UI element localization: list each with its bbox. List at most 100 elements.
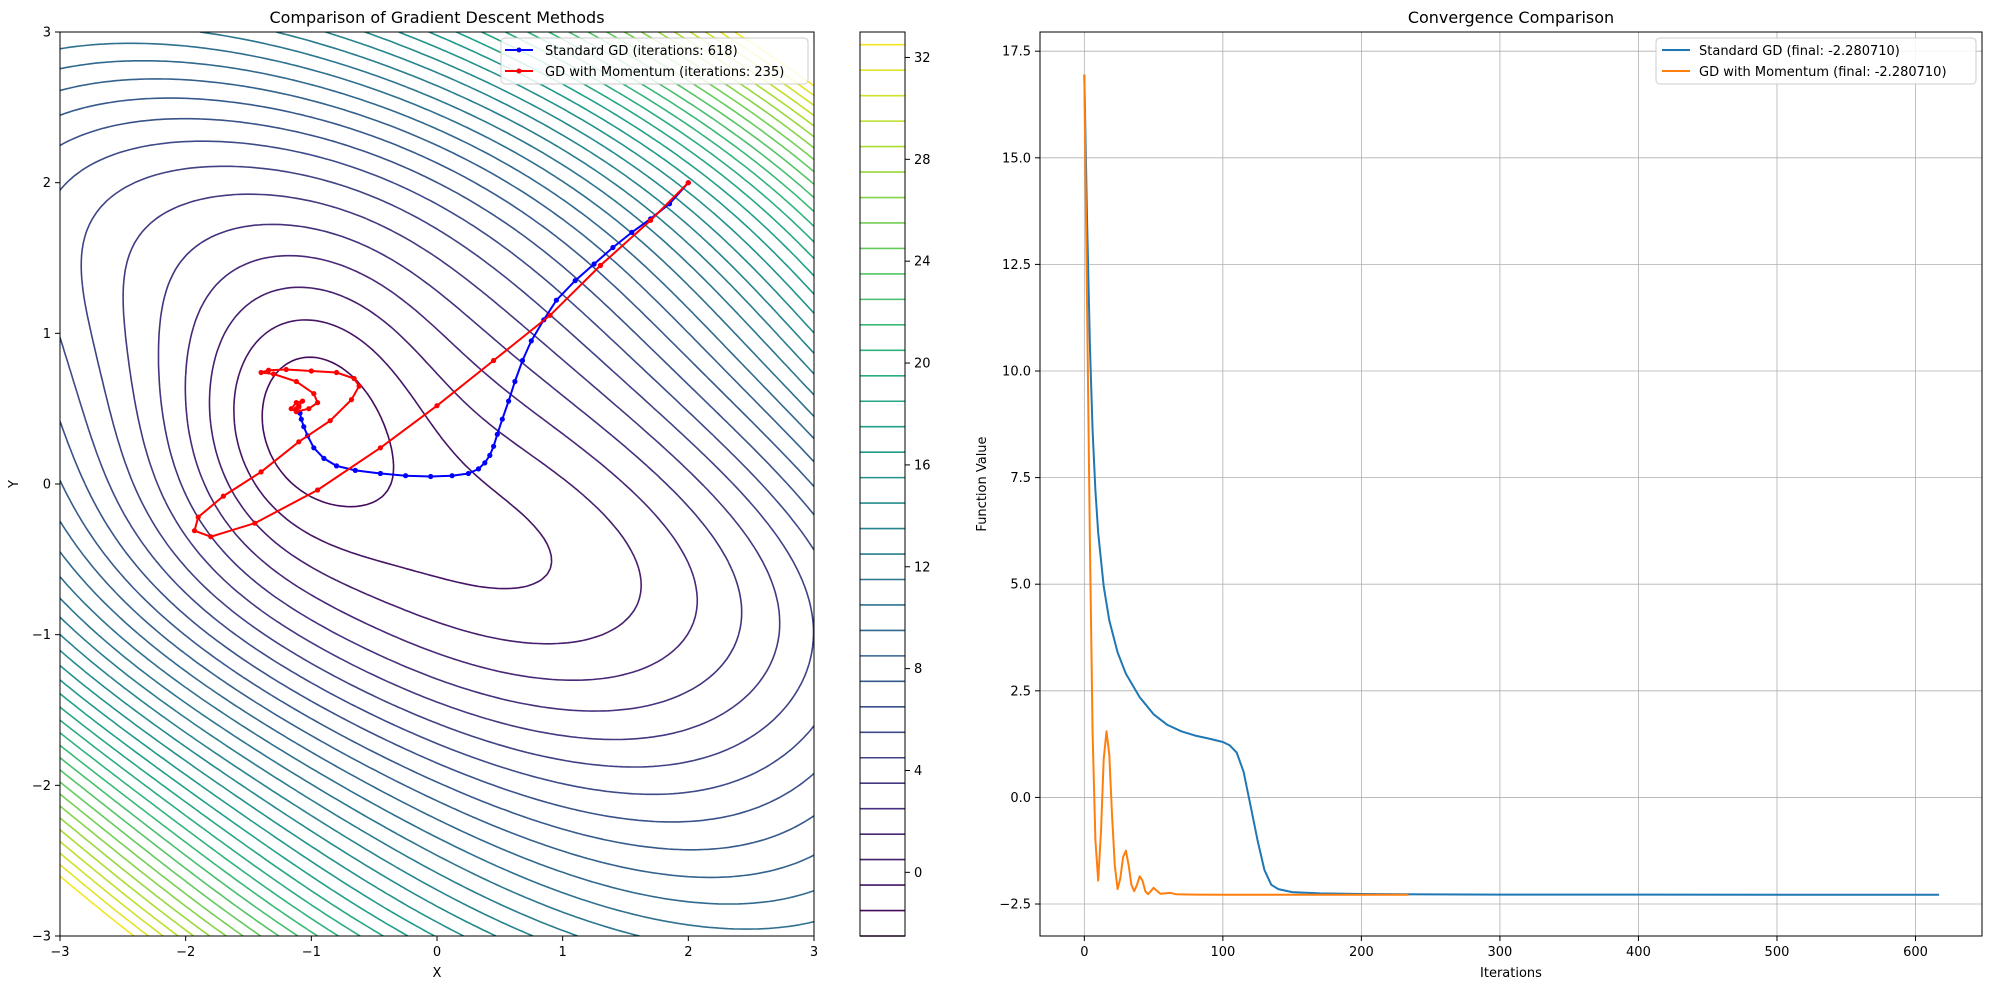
x-tick-label: −2	[176, 945, 195, 960]
convergence-line-0	[1083, 74, 1940, 896]
contour-chart-title: Comparison of Gradient Descent Methods	[269, 8, 604, 27]
legend-marker-standard-gd	[516, 47, 522, 53]
y-tick-label: 2	[43, 176, 51, 191]
trajectory-point	[311, 445, 317, 451]
x-tick-label: 100	[1210, 945, 1235, 960]
trajectory-line-1	[193, 181, 690, 538]
y-tick-label: 3	[43, 26, 51, 41]
trajectory-point	[348, 397, 355, 403]
trajectory-point	[528, 338, 534, 344]
colorbar-tick-label: 24	[914, 255, 931, 270]
trajectory-point	[356, 383, 362, 389]
colorbar-tick-label: 12	[914, 560, 931, 575]
x-tick-label: 3	[810, 945, 818, 960]
contour-legend-box	[500, 37, 809, 85]
y-tick-label: −1	[32, 628, 51, 643]
contour-level-16	[60, 32, 814, 936]
trajectory-point	[296, 404, 302, 410]
x-tick-label: −1	[302, 945, 321, 960]
trajectory-point	[220, 493, 226, 499]
trajectory-point	[283, 366, 289, 373]
x-tick-label: 600	[1903, 945, 1928, 960]
trajectory-point	[333, 369, 340, 376]
legend-label-standard-gd-final: Standard GD (final: -2.280710)	[1699, 44, 1900, 59]
x-tick-label: 500	[1765, 945, 1790, 960]
y-tick-label: 12.5	[1002, 258, 1031, 273]
trajectory-point	[208, 534, 214, 540]
trajectory-point	[491, 443, 497, 449]
trajectory-point	[591, 261, 597, 267]
contour-level-2	[233, 319, 553, 590]
x-tick-label: 400	[1626, 945, 1651, 960]
trajectory-point	[351, 375, 357, 382]
trajectory-point	[449, 473, 455, 479]
trajectory-point	[293, 378, 299, 385]
colorbar-tick-label: 20	[914, 357, 931, 372]
trajectory-point	[301, 424, 307, 430]
legend-label-standard-gd: Standard GD (iterations: 618)	[545, 44, 738, 59]
colorbar-tick-label: 4	[914, 764, 922, 779]
colorbar-lines	[860, 43, 905, 937]
x-tick-label: 0	[433, 945, 441, 960]
trajectory-point	[311, 391, 317, 397]
colorbar-frame	[859, 31, 906, 937]
colorbar-tick-label: 16	[914, 458, 931, 473]
trajectory-point	[597, 262, 604, 269]
x-tick-label: 0	[1080, 945, 1088, 960]
trajectory-point	[547, 312, 553, 318]
trajectory-point	[519, 357, 526, 364]
trajectory-line-0	[299, 182, 690, 478]
trajectory-point	[288, 406, 294, 412]
convergence-grid	[1040, 32, 1982, 936]
trajectory-point	[333, 463, 340, 469]
trajectories	[191, 180, 691, 540]
trajectory-point	[475, 466, 482, 472]
contour-level-7	[80, 165, 814, 768]
y-tick-label: −3	[32, 930, 51, 945]
y-tick-label: 10.0	[1002, 365, 1031, 380]
y-tick-label: −2.5	[999, 898, 1031, 913]
trajectory-point	[298, 416, 304, 422]
trajectory-point	[685, 180, 691, 186]
contour-y-label: Y	[7, 480, 22, 489]
trajectory-point	[494, 431, 500, 437]
x-tick-label: −3	[50, 945, 69, 960]
convergence-legend-box	[1655, 37, 1977, 85]
convergence-line-1	[1083, 74, 1409, 896]
trajectory-point	[315, 487, 321, 493]
colorbar-ticks: 0 4 8 12 16 20 24 28 32	[905, 51, 931, 881]
y-tick-label: 2.5	[1010, 684, 1031, 699]
trajectory-point	[487, 452, 493, 458]
y-tick-label: 17.5	[1002, 45, 1031, 60]
contour-level-6	[122, 193, 781, 741]
contour-level-11	[60, 78, 814, 879]
trajectory-point	[377, 470, 383, 477]
trajectory-point	[572, 278, 578, 284]
contour-level-1	[261, 356, 395, 508]
trajectory-point	[271, 371, 277, 377]
convergence-lines	[1083, 74, 1940, 896]
trajectory-point	[352, 467, 358, 473]
contour-y-ticks: −3 −2 −1 0 1 2 3	[32, 26, 60, 945]
trajectory-point	[648, 217, 654, 223]
contour-level-3	[208, 286, 642, 645]
trajectory-point	[553, 297, 560, 303]
contour-level-8	[60, 140, 814, 796]
contour-x-ticks: −3 −2 −1 0 1 2 3	[50, 936, 818, 960]
trajectory-point	[506, 398, 512, 404]
trajectory-point	[327, 418, 333, 424]
trajectory-point	[377, 445, 383, 451]
contour-level-18	[60, 32, 814, 936]
trajectory-point	[299, 398, 306, 404]
x-tick-label: 200	[1349, 945, 1374, 960]
contour-chart: Comparison of Gradient Descent Methods −…	[7, 8, 818, 981]
contour-level-9	[60, 117, 814, 823]
legend-label-momentum-gd-final: GD with Momentum (final: -2.280710)	[1699, 65, 1947, 80]
trajectory-point	[499, 416, 505, 422]
y-tick-label: 7.5	[1010, 471, 1031, 486]
trajectory-point	[195, 514, 201, 520]
legend-marker-momentum-gd	[516, 68, 522, 74]
contour-legend: Standard GD (iterations: 618) GD with Mo…	[500, 37, 809, 85]
trajectory-point	[266, 367, 272, 373]
